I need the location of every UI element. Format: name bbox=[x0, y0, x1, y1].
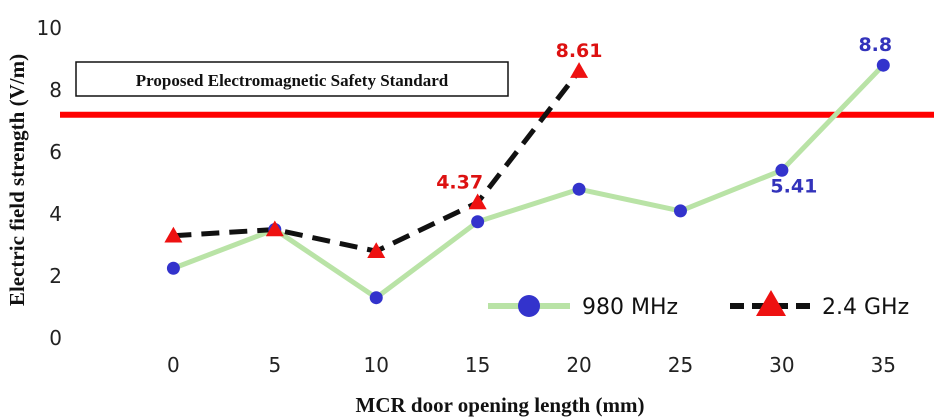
y-axis-title: Electric field strength (V/m) bbox=[5, 54, 29, 306]
legend: 980 MHz 2.4 GHz bbox=[488, 290, 909, 320]
series-1-point bbox=[369, 291, 383, 305]
data-label: 5.41 bbox=[770, 175, 817, 197]
y-tick-label: 10 bbox=[37, 16, 62, 40]
data-label: 8.8 bbox=[858, 34, 892, 56]
series-line-2 bbox=[173, 69, 582, 254]
x-tick-label: 15 bbox=[465, 353, 490, 377]
legend-marker-24ghz bbox=[756, 290, 786, 316]
series-line-1 bbox=[172, 63, 886, 301]
x-tick-label: 5 bbox=[268, 353, 281, 377]
series-2-point bbox=[265, 220, 284, 237]
x-tick-label: 35 bbox=[871, 353, 896, 377]
data-label: 8.61 bbox=[556, 40, 603, 62]
safety-standard-label-box bbox=[75, 61, 509, 97]
series-1-point bbox=[471, 215, 485, 229]
series-2-point bbox=[570, 62, 589, 78]
series-1-point bbox=[572, 182, 586, 196]
y-tick-label: 2 bbox=[49, 264, 62, 288]
series-2-point bbox=[468, 193, 487, 210]
series-2-point bbox=[164, 226, 183, 243]
legend-label-980mhz: 980 MHz bbox=[582, 295, 678, 320]
x-tick-label: 30 bbox=[769, 353, 794, 377]
x-axis-title: MCR door opening length (mm) bbox=[356, 393, 645, 417]
y-tick-label: 4 bbox=[49, 202, 62, 226]
series-1-point bbox=[775, 163, 789, 177]
x-tick-label: 10 bbox=[364, 353, 389, 377]
series-1-point bbox=[876, 58, 890, 72]
legend-label-24ghz: 2.4 GHz bbox=[822, 295, 909, 320]
y-tick-label: 6 bbox=[49, 140, 62, 164]
x-tick-label: 0 bbox=[167, 353, 180, 377]
y-tick-label: 8 bbox=[49, 78, 62, 102]
series-2-point bbox=[367, 242, 386, 258]
safety-standard-label: Proposed Electromagnetic Safety Standard bbox=[136, 71, 449, 90]
series-1-point bbox=[673, 204, 687, 218]
x-tick-label: 20 bbox=[566, 353, 591, 377]
legend-marker-980mhz bbox=[518, 295, 540, 317]
x-tick-label: 25 bbox=[668, 353, 693, 377]
y-tick-label: 0 bbox=[49, 326, 62, 350]
series-1-point bbox=[166, 261, 180, 275]
data-label: 4.37 bbox=[436, 172, 483, 194]
